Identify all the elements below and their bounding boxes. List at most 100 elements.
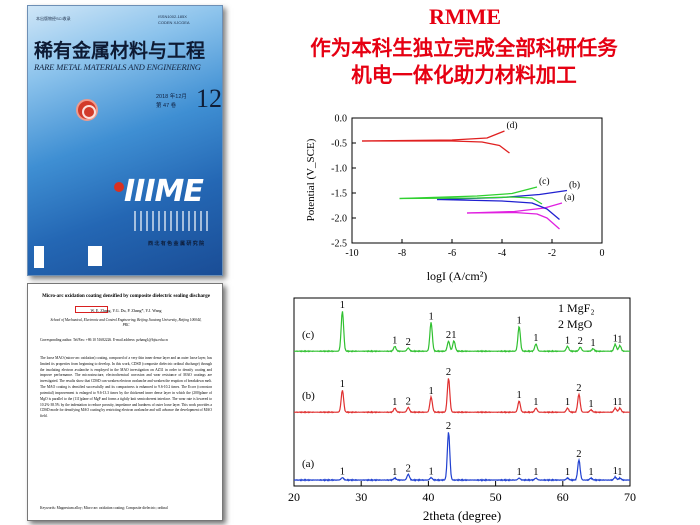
xrd-peak-label: 1 <box>565 335 570 346</box>
tafel-x-label: logI (A/cm²) <box>427 269 488 283</box>
tafel-y-tick-label: 0.0 <box>335 114 348 125</box>
tafel-axes: -10 -8 -6 -4 -2 0 0.0 -0.5 -1.0 -1.5 -2.0 -2.5 <box>331 114 604 260</box>
tafel-x-tick-label: -10 <box>345 248 358 259</box>
xrd-peak-label: 2 <box>446 367 451 378</box>
cover-issue-number: 12 <box>196 84 222 113</box>
xrd-peak-label: 1 <box>451 330 456 341</box>
cover-qr-icon <box>88 246 102 266</box>
author-highlight-box <box>75 306 108 313</box>
tafel-x-tick-label: 0 <box>600 248 605 259</box>
xrd-x-tick-label: 70 <box>624 490 636 504</box>
tafel-series-label: (c) <box>539 176 550 187</box>
header-subtitle-2: 机电一体化助力材料加工 <box>351 63 577 87</box>
xrd-peak-label: 1 <box>516 390 521 401</box>
xrd-peak-label: 2 <box>446 330 451 341</box>
xrd-peak-label: 1 <box>588 467 593 478</box>
xrd-legend-mgo: 2 MgO <box>558 317 593 331</box>
cover-title-cn: 稀有金属材料与工程 <box>34 40 206 62</box>
xrd-peak-label: 1 <box>428 311 433 322</box>
tafel-curve-cathodic <box>436 198 560 220</box>
xrd-peak-label: 1 <box>613 333 618 344</box>
header-subtitle-1: 作为本科生独立完成全部科研任务 <box>310 36 618 60</box>
xrd-peak-label: 1 <box>533 397 538 408</box>
cover-graphic-mark: IIIME <box>124 174 204 209</box>
paper-abstract: The loose MAO (micro-arc oxidation) coat… <box>40 356 212 419</box>
xrd-x-tick-label: 30 <box>355 490 367 504</box>
tafel-y-tick-label: -1.5 <box>331 189 347 200</box>
xrd-peak-label: 1 <box>428 467 433 478</box>
tafel-y-tick-label: -2.5 <box>331 239 347 250</box>
xrd-peak-label: 2 <box>446 421 451 432</box>
tafel-series-label: (a) <box>564 192 575 203</box>
tafel-frame <box>351 117 603 244</box>
tafel-curve-anodic <box>361 130 505 142</box>
xrd-peak-label: 1 <box>533 467 538 478</box>
xrd-peak-label: 2 <box>406 337 411 348</box>
xrd-peak-label: 2 <box>406 463 411 474</box>
xrd-axes: 20 30 40 50 60 70 <box>288 297 636 504</box>
tafel-y-label: Potential (V_SCE) <box>305 138 317 221</box>
cover-title-en: RARE METAL MATERIALS AND ENGINEERING <box>34 62 201 72</box>
tafel-series: (a)(b) (c) (d) <box>361 120 580 230</box>
xrd-peak-label: 1 <box>588 399 593 410</box>
paper-corresponding: Corresponding author. Tel/Fax: +86 10 51… <box>40 338 168 342</box>
journal-logo-icon <box>76 99 98 121</box>
cover-grid-pattern <box>134 211 208 231</box>
polarization-chart: -10 -8 -6 -4 -2 00.0-0.5-1.0-1.5-2.0-2.5 (a)(… <box>305 114 605 284</box>
xrd-peak-label: 1 <box>617 335 622 346</box>
tafel-curve-cathodic <box>399 196 543 205</box>
xrd-peak-label: 1 <box>613 466 618 477</box>
xrd-series-label: (c) <box>302 329 315 341</box>
tafel-curve-anodic <box>399 186 538 200</box>
xrd-peak-label: 1 <box>392 335 397 346</box>
xrd-peak-label: 1 <box>516 315 521 326</box>
xrd-peak-label: 1 <box>565 397 570 408</box>
xrd-peak-label: 1 <box>565 467 570 478</box>
cover-red-dot <box>114 182 124 192</box>
paper-page: Micro-arc oxidation coating densified by… <box>27 283 223 521</box>
xrd-peak-label: 1 <box>428 386 433 397</box>
xrd-trace <box>294 378 631 414</box>
cover-year-month: 2018 年12月 <box>156 94 187 100</box>
xrd-legend-mgf2: 1 MgF₂ <box>558 301 595 315</box>
xrd-peak-label: 2 <box>576 449 581 460</box>
xrd-series-label: (b) <box>302 390 315 402</box>
xrd-x-label: 2theta (degree) <box>423 508 501 523</box>
tafel-series-label: (b) <box>569 180 580 191</box>
xrd-peak-label: 1 <box>392 467 397 478</box>
xrd-peak-label: 1 <box>533 333 538 344</box>
xrd-peak-label: 2 <box>406 396 411 407</box>
paper-authors: W. E. Zhang, Y.G. Du, P. Zhang*, Y.J. Wa… <box>90 308 162 313</box>
xrd-trace <box>293 432 630 482</box>
cover-top-note: 本出版物经SCI收录 <box>36 16 71 21</box>
tafel-curve-anodic <box>466 202 563 214</box>
tafel-x-tick-label: -4 <box>498 248 506 259</box>
xrd-peak-label: 1 <box>613 397 618 408</box>
xrd-x-tick-label: 50 <box>490 490 502 504</box>
cover-barcode-icon <box>34 246 44 268</box>
tafel-series-label: (d) <box>507 120 518 131</box>
xrd-x-tick-label: 20 <box>288 490 300 504</box>
cover-publisher: 西 北 有 色 金 属 研 究 院 <box>148 241 205 247</box>
xrd-peak-label: 2 <box>578 336 583 347</box>
cover-volume: 第 47 卷 <box>156 103 177 109</box>
tafel-x-tick-label: -8 <box>398 248 406 259</box>
xrd-peak-label: 1 <box>392 397 397 408</box>
xrd-peak-label: 1 <box>340 300 345 311</box>
xrd-series-label: (a) <box>302 458 315 470</box>
xrd-peak-label: 1 <box>590 338 595 349</box>
paper-keywords: Keywords: Magnesium alloy; Micro-arc oxi… <box>40 506 168 510</box>
xrd-frame <box>293 297 631 487</box>
xrd-peak-label: 1 <box>340 379 345 390</box>
paper-title: Micro-arc oxidation coating densified by… <box>42 294 210 299</box>
xrd-x-tick-label: 40 <box>422 490 434 504</box>
tafel-x-tick-label: -2 <box>548 248 556 259</box>
xrd-peak-label: 1 <box>617 467 622 478</box>
xrd-peak-label: 1 <box>617 397 622 408</box>
tafel-y-tick-label: -1.0 <box>331 164 347 175</box>
tafel-x-tick-label: -6 <box>448 248 456 259</box>
xrd-peak-label: 1 <box>516 467 521 478</box>
